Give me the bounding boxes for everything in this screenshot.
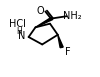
Text: H: H [16, 27, 22, 36]
Text: N: N [18, 31, 26, 41]
Text: O: O [37, 6, 45, 16]
Text: F: F [65, 47, 70, 57]
Polygon shape [58, 35, 63, 48]
Text: NH₂: NH₂ [63, 11, 81, 21]
Text: HCl: HCl [8, 19, 25, 29]
Polygon shape [35, 17, 53, 27]
